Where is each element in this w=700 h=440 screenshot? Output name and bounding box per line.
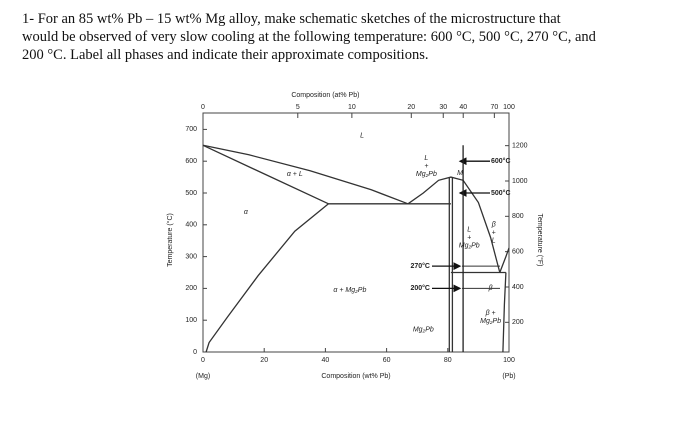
question-line: 200 °C. Label all phases and indicate th… — [22, 47, 429, 63]
phase-boundary — [202, 144, 409, 205]
bottom-tick-label: 80 — [444, 357, 452, 364]
left-tick-label: 300 — [185, 253, 197, 260]
temperature-mark: 500°C — [491, 189, 511, 197]
region-label: L — [492, 238, 496, 245]
top-tick-label: 40 — [459, 104, 467, 111]
right-axis-title: Temperature (°F) — [536, 214, 544, 267]
top-tick-label: 20 — [407, 104, 415, 111]
question-line: 1- For an 85 wt% Pb – 15 wt% Mg alloy, m… — [22, 11, 561, 27]
bottom-tick-label: 0 — [201, 357, 205, 364]
region-label: + — [492, 230, 496, 237]
phase-boundary — [202, 144, 329, 205]
region-label: Mg₂Pb — [416, 171, 437, 178]
right-tick-label: 600 — [512, 248, 524, 255]
plot-frame — [202, 112, 510, 353]
bottom-axis-title: Composition (wt% Pb) — [321, 373, 390, 380]
right-tick-label: 200 — [512, 319, 524, 326]
region-label: + — [467, 234, 471, 241]
region-label: α + Mg₂Pb — [333, 287, 366, 294]
end-label: (Mg) — [196, 373, 210, 380]
bottom-tick-label: 40 — [322, 357, 330, 364]
region-label: α + L — [287, 171, 303, 178]
temperature-mark: 200°C — [410, 284, 430, 292]
phase-boundary — [407, 176, 501, 273]
region-label: α — [244, 209, 249, 216]
right-tick-label: 400 — [512, 284, 524, 291]
top-tick-label: 70 — [490, 104, 498, 111]
left-tick-label: 600 — [185, 158, 197, 165]
right-tick-label: 800 — [512, 213, 524, 220]
region-label: L — [467, 226, 471, 233]
region-label: Mg₂Pb — [413, 327, 434, 334]
region-label: β — [491, 222, 496, 229]
top-tick-label: 30 — [439, 104, 447, 111]
temperature-mark: 600°C — [491, 157, 511, 165]
left-axis-title: Temperature (°C) — [166, 213, 174, 267]
phase-boundary — [502, 272, 507, 353]
left-tick-label: 100 — [185, 317, 197, 324]
phase-boundary — [205, 203, 329, 353]
right-tick-label: 1200 — [512, 142, 528, 149]
right-tick-label: 1000 — [512, 178, 528, 185]
left-tick-label: 0 — [193, 349, 197, 356]
bottom-tick-label: 60 — [383, 357, 391, 364]
left-tick-label: 400 — [185, 222, 197, 229]
region-label: M — [457, 170, 463, 177]
bottom-tick-label: 20 — [260, 357, 268, 364]
top-tick-label: 100 — [503, 104, 515, 111]
region-label: L — [360, 133, 364, 140]
top-tick-label: 5 — [296, 104, 300, 111]
region-label: L — [424, 155, 428, 162]
top-tick-label: 10 — [348, 104, 356, 111]
bottom-tick-label: 100 — [503, 357, 515, 364]
top-axis-title: Composition (at% Pb) — [291, 92, 359, 99]
region-label: β + — [485, 310, 496, 317]
region-label: Mg₂Pb — [459, 242, 480, 249]
region-label: + — [424, 163, 428, 170]
top-tick-label: 0 — [201, 104, 205, 111]
end-label: (Pb) — [502, 373, 515, 380]
question: 1- For an 85 wt% Pb – 15 wt% Mg alloy, m… — [22, 10, 596, 64]
region-label: Mg₂Pb — [480, 318, 501, 325]
temperature-mark: 270°C — [410, 262, 430, 270]
question-line: would be observed of very slow cooling a… — [22, 29, 596, 45]
phase-boundary — [499, 247, 510, 273]
left-tick-label: 200 — [185, 285, 197, 292]
left-tick-label: 700 — [185, 126, 197, 133]
left-tick-label: 500 — [185, 190, 197, 197]
